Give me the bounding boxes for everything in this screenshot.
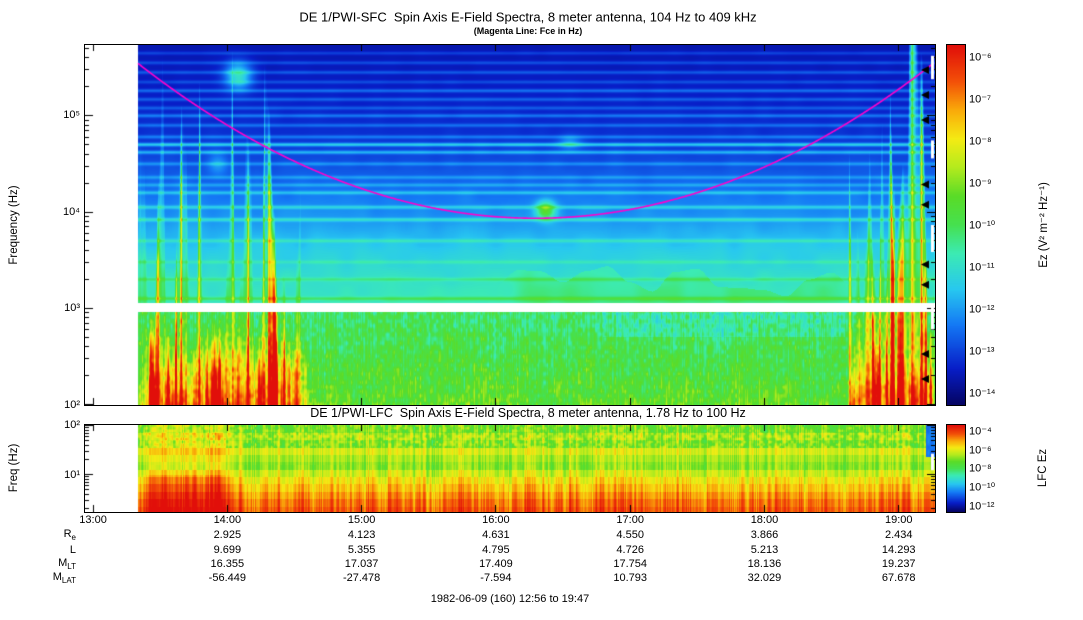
lfc-colorbar-tick-label: 10⁻¹⁰	[969, 481, 996, 494]
ephemeris-value: 5.355	[347, 544, 376, 556]
ephemeris-value: 4.795	[482, 544, 510, 556]
ephemeris-value: 10.793	[613, 572, 647, 584]
lfc-colorbar-tick-label: 10⁻⁴	[969, 425, 992, 438]
xtick-label: 18:00	[750, 514, 779, 526]
lfc-spectrogram-canvas	[84, 424, 936, 513]
lfc-colorbar-tick-label: 10⁻¹²	[969, 500, 995, 513]
sfc-ytick-label: 10⁴	[63, 205, 80, 218]
ephemeris-value: -56.449	[208, 572, 246, 584]
ephemeris-value: 2.434	[884, 529, 913, 541]
ephemeris-value: 4.123	[347, 529, 376, 541]
xtick-label: 13:00	[79, 514, 107, 526]
lfc-colorbar-tick-label: 10⁻⁸	[969, 462, 992, 475]
ephemeris-row-label: L	[69, 544, 76, 556]
ephemeris-value: 67.678	[881, 572, 916, 584]
ephemeris-value: 18.136	[747, 558, 782, 570]
sfc-ytick-label: 10⁵	[63, 109, 80, 122]
sfc-colorbar-tick-label: 10⁻¹⁰	[969, 219, 996, 232]
xtick-label: 17:00	[616, 514, 644, 526]
ephemeris-value: 4.550	[616, 529, 644, 541]
sfc-colorbar-tick-label: 10⁻¹³	[969, 345, 995, 358]
ephemeris-row-label: Re	[63, 527, 76, 543]
lfc-ytick-label: 10²	[64, 419, 80, 431]
ephemeris-value: 16.355	[210, 558, 245, 570]
lfc-yaxis-label: Freq (Hz)	[8, 443, 20, 493]
ephemeris-value: 3.866	[750, 529, 779, 541]
sfc-spectrogram-canvas	[84, 44, 936, 406]
ephemeris-value: 17.754	[613, 558, 647, 570]
sfc-colorbar	[946, 44, 966, 406]
xtick-label: 14:00	[213, 514, 242, 526]
sfc-colorbar-tick-label: 10⁻⁸	[969, 135, 992, 148]
xtick-label: 19:00	[884, 514, 913, 526]
ephemeris-value: 32.029	[747, 572, 782, 584]
lfc-ytick-label: 10¹	[64, 468, 80, 481]
xtick-label: 16:00	[482, 514, 510, 526]
sfc-colorbar-tick-label: 10⁻⁶	[969, 51, 992, 64]
lfc-colorbar	[946, 424, 966, 513]
sfc-subtitle: (Magenta Line: Fce in Hz)	[473, 26, 583, 36]
ephemeris-value: 2.925	[213, 529, 242, 541]
ephemeris-row-label: MLT	[58, 556, 76, 572]
lfc-title: DE 1/PWI-LFC Spin Axis E-Field Spectra, …	[310, 406, 746, 420]
sfc-title: DE 1/PWI-SFC Spin Axis E-Field Spectra, …	[299, 9, 757, 25]
sfc-yaxis-label: Frequency (Hz)	[8, 185, 20, 265]
xtick-label: 15:00	[347, 514, 376, 526]
sfc-colorbar-tick-label: 10⁻¹²	[969, 303, 995, 316]
ephemeris-row-label: MLAT	[52, 570, 76, 586]
ephemeris-value: 19.237	[881, 558, 916, 570]
footer-timespan: 1982-06-09 (160) 12:56 to 19:47	[430, 593, 590, 605]
ephemeris-value: -27.478	[342, 572, 381, 584]
sfc-colorbar-tick-label: 10⁻¹⁴	[969, 387, 996, 400]
sfc-ytick-label: 10³	[64, 302, 80, 315]
sfc-colorbar-tick-label: 10⁻¹¹	[969, 261, 995, 274]
ephemeris-value: 17.409	[479, 558, 513, 570]
ephemeris-value: 4.726	[616, 544, 644, 556]
ephemeris-value: 5.213	[750, 544, 779, 556]
ephemeris-value: -7.594	[480, 572, 512, 584]
sfc-colorbar-label: Ez (V² m⁻² Hz⁻¹)	[1038, 182, 1050, 268]
ephemeris-value: 9.699	[213, 544, 242, 556]
ephemeris-value: 14.293	[881, 544, 916, 556]
ephemeris-value: 4.631	[482, 529, 510, 541]
sfc-colorbar-tick-label: 10⁻⁷	[969, 93, 992, 106]
sfc-colorbar-tick-label: 10⁻⁹	[969, 177, 992, 190]
sfc-ytick-label: 10²	[64, 399, 80, 411]
ephemeris-value: 17.037	[344, 558, 379, 570]
lfc-colorbar-tick-label: 10⁻⁶	[969, 444, 992, 457]
lfc-colorbar-label: LFC Ez	[1037, 448, 1049, 488]
